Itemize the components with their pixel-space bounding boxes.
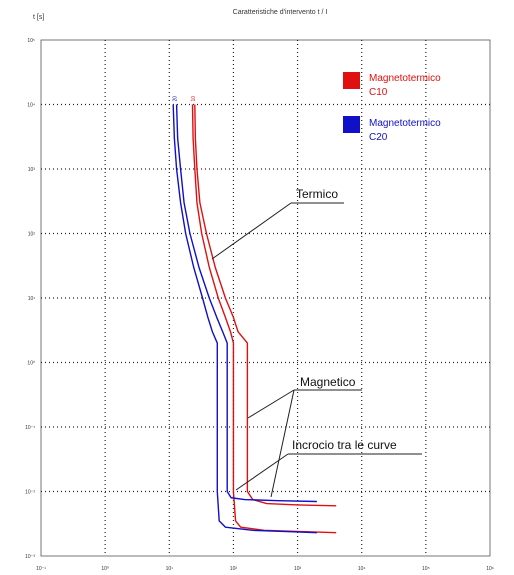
series-c10-upper-curve — [194, 104, 337, 507]
curve-label-c10: 10 — [191, 96, 197, 102]
y-tick-label: 10⁻¹ — [25, 425, 35, 431]
y-axis-label: t [s] — [33, 14, 44, 21]
x-tick-label: 10³ — [294, 566, 302, 572]
annotation-magnetico-leader-1 — [247, 389, 295, 419]
y-tick-label: 10⁻² — [25, 490, 35, 496]
chart-title: Caratteristiche d'intervento t / I — [233, 9, 328, 16]
x-tick-label: 10² — [230, 566, 238, 572]
grid-layer — [41, 40, 490, 556]
x-tick-label: 10⁴ — [358, 566, 366, 572]
y-tick-label: 10⁴ — [27, 103, 35, 109]
y-tick-label: 10⁻³ — [25, 554, 35, 560]
annotation-termico-leader — [211, 202, 292, 260]
series-c20-upper-curve — [175, 104, 317, 503]
annotation-incrocio: Incrocio tra le curve — [235, 438, 422, 491]
tick-labels: 10⁻¹ 10⁰ 10¹ 10² 10³ 10⁴ 10⁵ 10⁶ 10⁻³ 10⁻² 10⁻¹ 10⁰… — [25, 38, 494, 572]
series-layer — [172, 104, 337, 534]
legend: Magnetotermico C10 Magnetotermico C20 — [343, 72, 441, 143]
annotation-magnetico-text: Magnetico — [300, 375, 356, 389]
annotation-termico-text: Termico — [296, 187, 338, 201]
annotation-magnetico: Magnetico — [247, 375, 362, 498]
series-c20-lower-curve — [172, 104, 317, 534]
x-tick-label: 10⁰ — [101, 566, 109, 572]
x-tick-label: 10⁶ — [486, 566, 494, 572]
legend-label-c20-line1: Magnetotermico — [369, 118, 441, 129]
legend-label-c20-line2: C20 — [369, 132, 388, 143]
curve-label-c20: 20 — [172, 96, 178, 102]
annotation-incrocio-text: Incrocio tra le curve — [292, 438, 397, 452]
annotation-magnetico-leader-2 — [270, 389, 295, 498]
y-tick-label: 10² — [28, 232, 36, 238]
legend-swatch-c20 — [343, 116, 360, 133]
legend-label-c10-line2: C10 — [369, 87, 388, 98]
x-tick-label: 10¹ — [166, 566, 174, 572]
annotation-incrocio-leader — [235, 453, 289, 491]
x-tick-label: 10⁵ — [422, 566, 430, 572]
y-tick-label: 10¹ — [28, 296, 36, 302]
x-tick-label: 10⁻¹ — [36, 566, 46, 572]
legend-swatch-c10 — [343, 72, 360, 89]
y-tick-label: 10⁰ — [27, 361, 35, 367]
annotation-termico: Termico — [211, 187, 344, 260]
legend-label-c10-line1: Magnetotermico — [369, 73, 441, 84]
series-c10-lower-curve — [191, 104, 337, 534]
y-tick-label: 10⁵ — [27, 38, 35, 44]
y-tick-label: 10³ — [28, 167, 36, 173]
